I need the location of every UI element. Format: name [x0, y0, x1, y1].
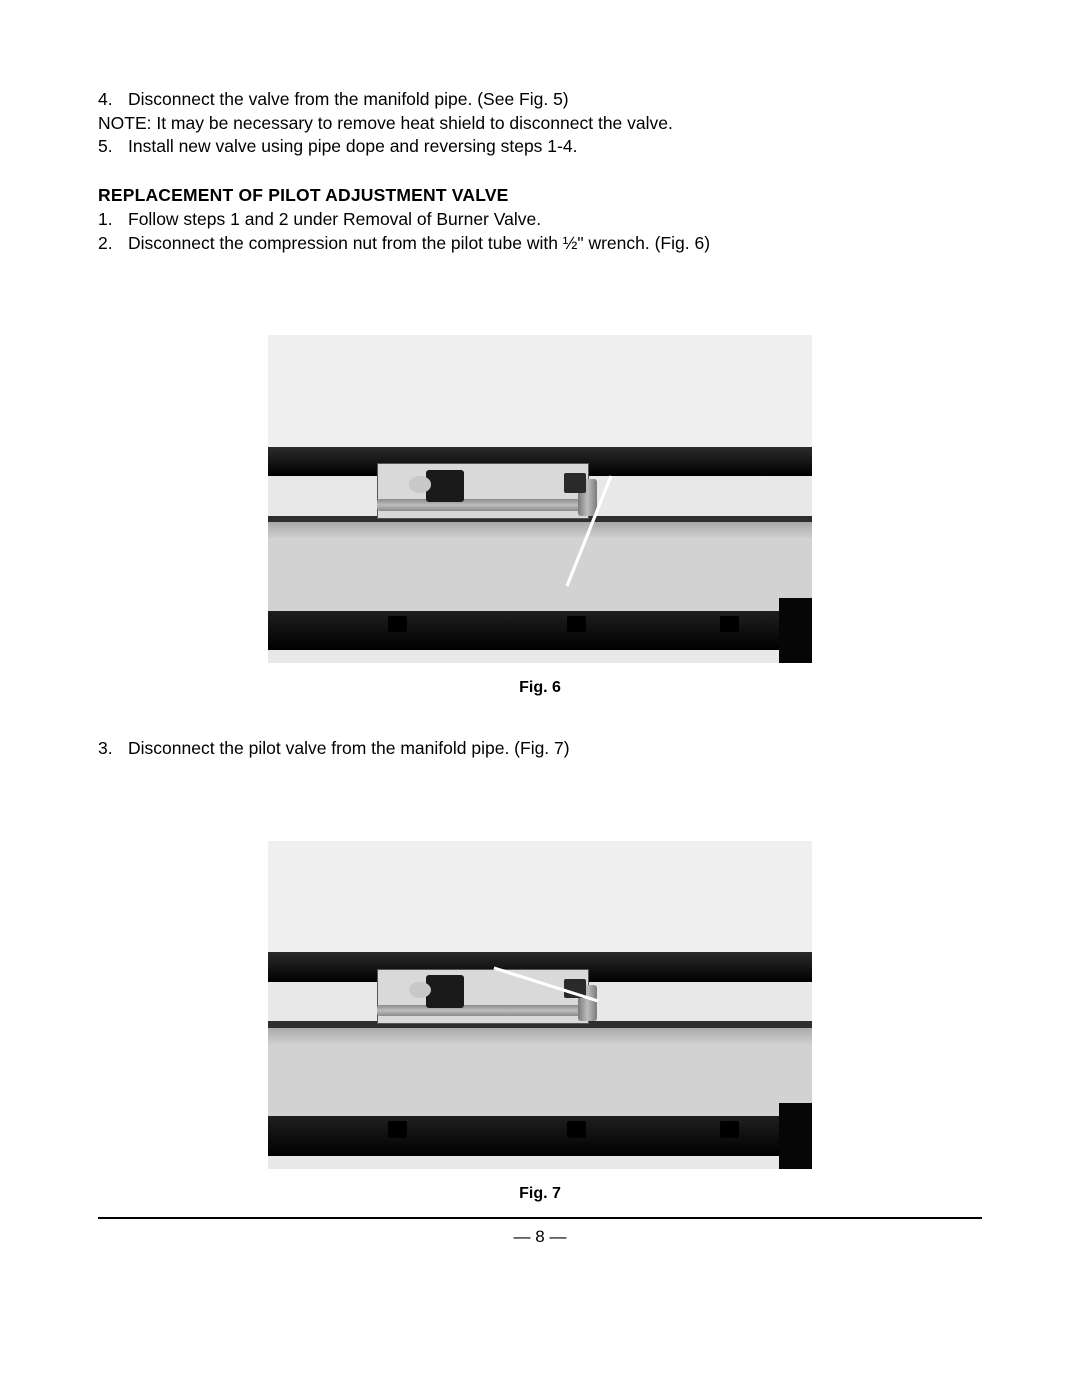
spacer	[98, 255, 982, 335]
spacer	[98, 761, 982, 841]
figure-6-image	[268, 335, 812, 663]
figure-7-caption: Fig. 7	[519, 1185, 561, 1203]
list-text: Disconnect the valve from the manifold p…	[128, 88, 982, 112]
figure-6: Fig. 6	[98, 335, 982, 697]
figure-6-caption: Fig. 6	[519, 679, 561, 697]
list-number: 3.	[98, 737, 128, 761]
page-number: — 8 —	[98, 1227, 982, 1247]
note-text: NOTE: It may be necessary to remove heat…	[98, 112, 982, 136]
continuation-steps: 4. Disconnect the valve from the manifol…	[98, 88, 982, 159]
list-item: 2. Disconnect the compression nut from t…	[98, 232, 982, 256]
list-number: 5.	[98, 135, 128, 159]
figure-7: Fig. 7	[98, 841, 982, 1203]
manual-page: 4. Disconnect the valve from the manifol…	[0, 0, 1080, 1397]
list-item: 3. Disconnect the pilot valve from the m…	[98, 737, 982, 761]
list-number: 4.	[98, 88, 128, 112]
step-3: 3. Disconnect the pilot valve from the m…	[98, 737, 982, 761]
list-number: 1.	[98, 208, 128, 232]
section-steps: 1. Follow steps 1 and 2 under Removal of…	[98, 208, 982, 255]
list-number: 2.	[98, 232, 128, 256]
spacer	[98, 697, 982, 737]
list-text: Disconnect the pilot valve from the mani…	[128, 737, 982, 761]
section-heading: REPLACEMENT OF PILOT ADJUSTMENT VALVE	[98, 185, 982, 206]
list-text: Follow steps 1 and 2 under Removal of Bu…	[128, 208, 982, 232]
list-item: 1. Follow steps 1 and 2 under Removal of…	[98, 208, 982, 232]
list-item: 5. Install new valve using pipe dope and…	[98, 135, 982, 159]
footer-rule	[98, 1217, 982, 1219]
figure-7-image	[268, 841, 812, 1169]
list-text: Install new valve using pipe dope and re…	[128, 135, 982, 159]
list-text: Disconnect the compression nut from the …	[128, 232, 982, 256]
list-item: 4. Disconnect the valve from the manifol…	[98, 88, 982, 112]
